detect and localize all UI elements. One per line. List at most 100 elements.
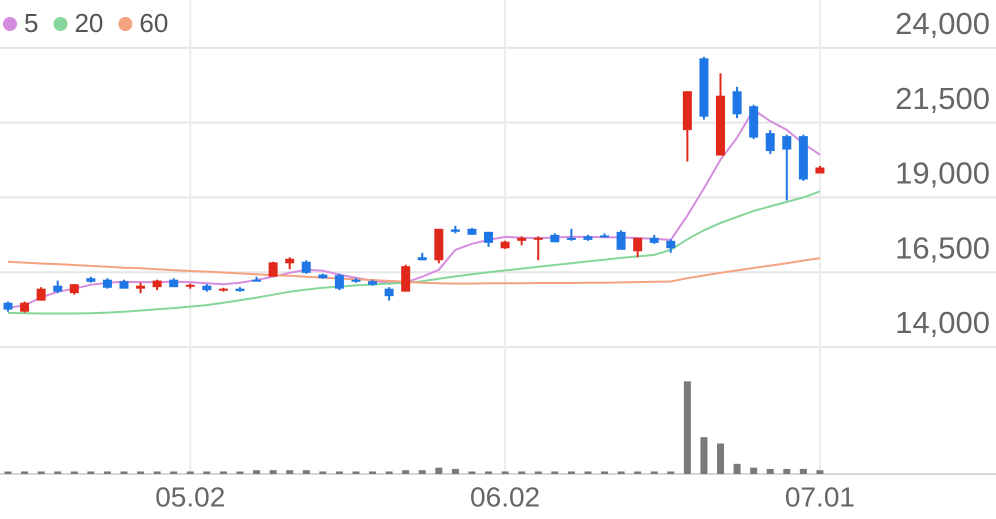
candle-body [86, 278, 96, 282]
volume-bar [485, 471, 493, 474]
legend-label: 5 [24, 8, 38, 38]
volume-bar [170, 471, 178, 474]
volume-bar [120, 471, 128, 474]
candle-body [633, 237, 643, 252]
volume-bar [435, 467, 443, 474]
candle-body [3, 302, 13, 310]
volume-bar [137, 471, 145, 474]
volume-bar [103, 471, 111, 474]
volume-bar [783, 468, 791, 474]
candle-body [600, 235, 610, 238]
candle-body [682, 91, 692, 131]
volume-bar [766, 468, 774, 474]
volume-bar [750, 467, 758, 474]
x-tick-label: 05.02 [155, 481, 225, 512]
candle-body [666, 240, 676, 249]
volume-bar [385, 471, 393, 474]
candle-body [533, 237, 543, 240]
candle-body [500, 241, 510, 249]
y-tick-label: 19,000 [895, 156, 990, 191]
candle-body [318, 274, 328, 279]
candle-body [467, 228, 477, 235]
candle-body [285, 258, 295, 264]
legend-label: 60 [139, 8, 168, 38]
candle-body [235, 288, 245, 292]
volume-bar [335, 471, 343, 474]
candle-body [301, 261, 311, 273]
volume-bar [601, 471, 609, 474]
volume-bar [451, 468, 459, 474]
volume-bar [567, 471, 575, 474]
volume-bar [37, 471, 45, 474]
volume-bar [650, 471, 658, 474]
volume-bar [153, 471, 161, 474]
volume-bar [186, 471, 194, 474]
candle-body [268, 262, 278, 277]
volume-bar [253, 470, 261, 474]
candle-body [169, 279, 179, 288]
volume-bar [667, 471, 675, 474]
legend-marker [118, 17, 133, 31]
volume-bar [501, 471, 509, 474]
legend-marker [3, 17, 17, 31]
candle-body [450, 229, 460, 232]
candle-body [401, 266, 411, 292]
candle-body [20, 302, 30, 312]
candle-body [136, 285, 146, 289]
volume-bar [4, 471, 12, 474]
volume-bar [534, 471, 542, 474]
candle-body [351, 279, 361, 282]
candle-body [202, 285, 212, 291]
candle-body [252, 279, 262, 282]
candle-body [517, 237, 527, 241]
candle-body [218, 288, 228, 291]
candle-body [765, 133, 775, 152]
moving-average-line [7, 108, 821, 310]
volume-bar [302, 470, 310, 474]
candle-body [749, 106, 759, 138]
volume-bar [87, 471, 95, 474]
volume-bar [683, 381, 691, 474]
volume-bar [584, 471, 592, 474]
candle-body [484, 231, 494, 243]
volume-bar [799, 468, 807, 474]
candle-body [102, 279, 112, 288]
volume-bar [269, 470, 277, 474]
candle-body [53, 285, 63, 292]
volume-bar [418, 470, 426, 474]
y-tick-label: 24,000 [895, 6, 990, 41]
y-tick-label: 21,500 [895, 81, 990, 116]
candle-body [798, 136, 808, 180]
volume-bar [70, 471, 78, 474]
candle-body [119, 281, 129, 289]
volume-bar [816, 470, 824, 474]
candle-body [69, 284, 79, 294]
candle-body [384, 288, 394, 297]
volume-bar [236, 471, 244, 474]
candle-body [716, 95, 726, 156]
candle-body [732, 91, 742, 115]
candle-body [36, 288, 46, 301]
moving-average-line [7, 190, 821, 315]
volume-bar [286, 470, 294, 474]
legend-marker [53, 17, 68, 31]
volume-bar [717, 443, 725, 474]
volume-bar [319, 471, 327, 474]
candle-body [566, 237, 576, 240]
volume-bar [551, 471, 559, 474]
candle-body [649, 237, 659, 243]
candle-body [368, 281, 378, 285]
volume-bar [402, 470, 410, 474]
legend-label: 20 [74, 8, 103, 38]
volume-bar [617, 471, 625, 474]
volume-bar [733, 463, 741, 474]
volume-bar [352, 471, 360, 474]
y-tick-label: 14,000 [895, 305, 990, 340]
x-tick-label: 07.01 [785, 481, 855, 512]
x-tick-label: 06.02 [470, 481, 540, 512]
volume-bar [219, 471, 227, 474]
candle-body [417, 257, 427, 261]
candle-body [434, 228, 444, 261]
volume-bar [700, 437, 708, 474]
